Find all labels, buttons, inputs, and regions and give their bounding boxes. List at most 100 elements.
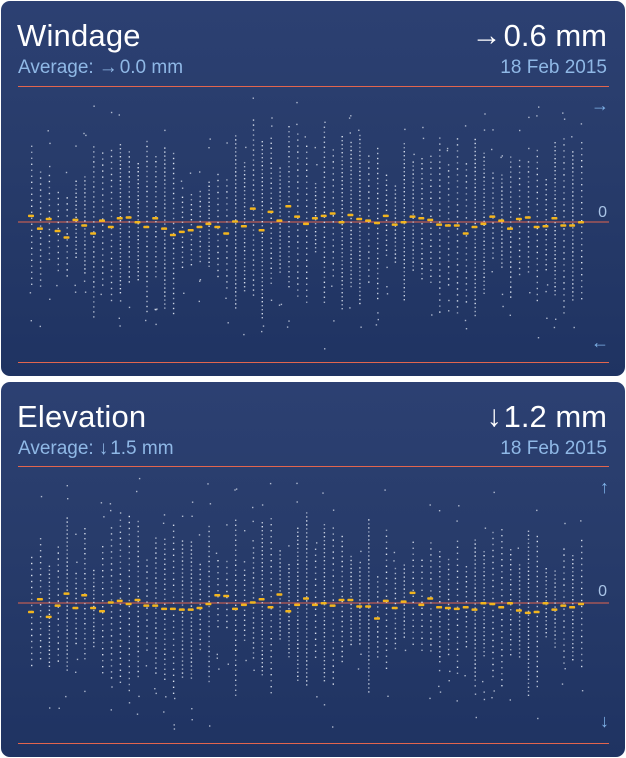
shot-dot <box>314 191 317 193</box>
shot-dot <box>456 282 459 284</box>
shot-dot <box>341 156 343 158</box>
windage-title: Windage <box>17 18 141 53</box>
shot-dot <box>403 191 405 193</box>
shot-dot <box>110 233 113 236</box>
shot-column <box>498 155 505 308</box>
shot-dot <box>474 302 476 305</box>
shot-dot <box>314 644 317 646</box>
shot-dot <box>110 563 113 565</box>
shot-dot <box>243 166 246 168</box>
shot-dot <box>146 285 148 288</box>
shot-dot <box>510 549 512 551</box>
shot-dot <box>235 151 237 153</box>
shot-dot <box>199 588 201 591</box>
shot-dot <box>191 515 193 517</box>
shot-dot <box>279 638 281 640</box>
shot-dot <box>359 270 361 273</box>
shot-dot <box>581 653 583 656</box>
shot-dot <box>572 287 574 289</box>
shot-column <box>169 152 176 315</box>
shot-column <box>569 555 576 661</box>
shot-dot <box>350 611 352 614</box>
shot-dot <box>439 191 441 193</box>
shot-dot <box>332 665 334 667</box>
shot-dot <box>172 312 175 315</box>
shot-dot <box>226 287 228 289</box>
shot-dot <box>119 519 122 521</box>
shot-dot <box>146 250 148 253</box>
shot-dot <box>146 559 148 561</box>
windage-header-divider <box>18 86 609 87</box>
shot-dot <box>323 644 326 646</box>
shot-dot <box>341 260 343 262</box>
shot-dot <box>501 565 503 567</box>
shot-dot <box>474 623 476 625</box>
shot-dot <box>137 187 139 189</box>
shot-dot <box>128 271 130 273</box>
shot-dot <box>368 663 370 665</box>
shot-dot <box>252 209 255 211</box>
shot-dot <box>66 621 68 623</box>
elevation-scatter-plot[interactable] <box>1 382 625 757</box>
shot-dot <box>572 591 574 593</box>
windage-card[interactable]: Windage → 0.6 mm Average: → 0.0 mm 18 Feb … <box>1 1 625 376</box>
shot-dot <box>412 559 414 561</box>
shot-dot <box>208 545 210 548</box>
shot-dot <box>430 566 432 568</box>
shot-dot <box>66 227 68 229</box>
shot-dot <box>359 302 361 305</box>
shot-dot <box>581 172 583 174</box>
elevation-card[interactable]: Elevation ↓ 1.2 mm Average: ↓ 1.5 mm 18 Fe… <box>1 382 625 757</box>
shot-dot <box>39 201 42 203</box>
shot-dot <box>172 267 175 270</box>
shot-dot <box>359 206 361 209</box>
shot-dot <box>252 279 255 281</box>
shot-dot <box>554 170 556 172</box>
shot-dot <box>314 554 317 556</box>
shot-dot <box>510 216 512 218</box>
shot-dot <box>359 170 361 173</box>
elevation-date: 18 Feb 2015 <box>500 438 607 459</box>
shot-dot <box>235 624 237 626</box>
shot-dot <box>270 232 272 234</box>
shot-dot <box>208 181 210 183</box>
shot-dot <box>174 697 176 700</box>
windage-scatter-plot[interactable] <box>1 1 625 376</box>
shot-dot <box>48 240 51 243</box>
shot-dot <box>102 660 104 662</box>
shot-dot <box>261 261 263 263</box>
shot-dot <box>572 251 574 253</box>
shot-dot <box>146 245 148 248</box>
shot-dot <box>474 230 476 233</box>
shot-dot <box>93 597 95 600</box>
shot-dot <box>314 626 317 628</box>
mean-marker <box>374 221 380 225</box>
shot-column <box>374 147 380 326</box>
shot-dot <box>456 144 459 146</box>
shot-dot <box>146 601 148 603</box>
shot-dot <box>492 222 494 224</box>
shot-dot <box>261 550 263 552</box>
shot-dot <box>314 572 317 574</box>
shot-dot <box>297 623 299 625</box>
shot-column <box>294 101 301 297</box>
shot-dot <box>39 213 42 215</box>
shot-dot <box>341 600 343 603</box>
shot-dot <box>536 239 538 242</box>
shot-dot <box>323 216 326 218</box>
shot-dot <box>581 587 583 590</box>
shot-dot <box>439 227 441 229</box>
shot-dot <box>66 197 68 199</box>
shot-dot <box>119 645 122 647</box>
shot-dot <box>314 614 317 616</box>
shot-dot <box>119 276 122 278</box>
shot-dot <box>464 319 467 322</box>
shot-dot <box>377 242 379 245</box>
shot-dot <box>226 281 228 283</box>
shot-dot <box>252 567 255 569</box>
shot-dot <box>518 261 521 264</box>
shot-dot <box>394 627 397 630</box>
shot-dot <box>412 583 414 585</box>
shot-dot <box>474 258 476 261</box>
shot-dot <box>208 209 210 211</box>
